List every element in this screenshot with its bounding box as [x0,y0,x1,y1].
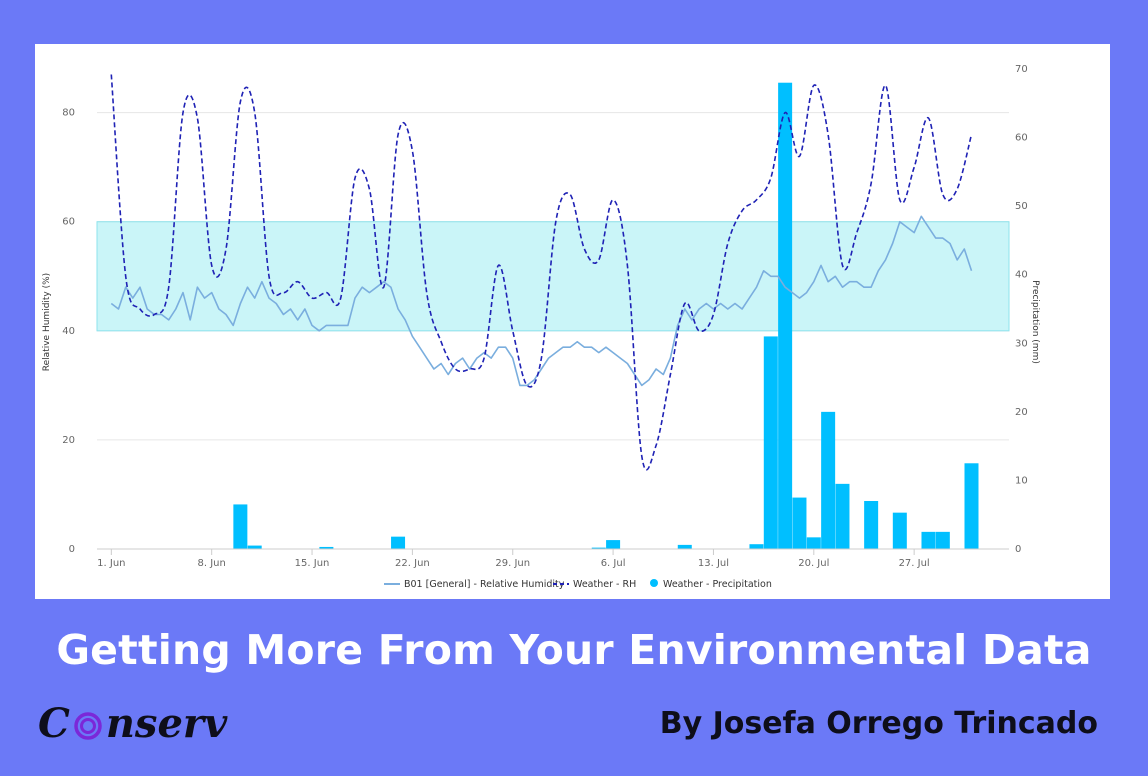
x-tick-label: 20. Jul [798,558,829,569]
y-left-tick-label: 80 [62,108,75,119]
precipitation-bar [792,497,807,549]
precipitation-bar [319,546,334,549]
precipitation-bar [606,540,621,549]
precipitation-bar [964,463,979,549]
y-left-tick-label: 0 [69,544,75,555]
author-byline: By Josefa Orrego Trincado [659,706,1098,741]
x-tick-label: 13. Jul [698,558,729,569]
y-right-tick-label: 30 [1015,338,1028,349]
chart-card: 0 20 40 60 80 0 10 20 30 40 50 60 70 1. Jun 8. Jun 15. … [35,44,1110,599]
legend-precipitation-swatch [650,579,658,587]
precipitation-bar [935,531,950,549]
y-left-tick-label: 40 [62,326,75,337]
headline: Getting More From Your Environmental Dat… [56,626,1092,674]
y-right-tick-label: 40 [1015,270,1028,281]
y-right-tick-label: 70 [1015,64,1028,75]
legend-rh-sensor-label: B01 [General] - Relative Humidity [404,579,565,590]
precipitation-bar [778,82,793,549]
y-left-tick-label: 20 [62,435,75,446]
precipitation-bar [247,545,262,549]
x-tick-label: 15. Jun [295,558,330,569]
conserv-logo: C nserv [38,700,227,747]
y-right-tick-label: 60 [1015,133,1028,144]
weather-rh-line [110,74,973,471]
y-axis-right-label: Precipitation (mm) [1030,280,1040,364]
y-right-tick-label: 50 [1015,201,1028,212]
x-tick-label: 29. Jun [495,558,530,569]
axis-layer: 0 20 40 60 80 0 10 20 30 40 50 60 70 1. Jun 8. Jun 15. … [62,64,1027,569]
precipitation-bar [763,336,778,549]
precipitation-bar [821,411,836,549]
series-lines [110,74,973,471]
y-right-tick-label: 20 [1015,407,1028,418]
x-tick-label: 1. Jun [97,558,125,569]
precipitation-bars [233,82,979,549]
brand-suffix: nserv [105,700,228,747]
precipitation-bar [749,544,764,549]
y-left-tick-label: 60 [62,217,75,228]
precipitation-bar [591,547,606,549]
y-axis-left-label: Relative Humidity (%) [42,273,52,371]
y-right-tick-label: 0 [1015,544,1021,555]
precipitation-bar [806,537,821,549]
precipitation-bar [835,483,850,549]
humidity-precipitation-chart: 0 20 40 60 80 0 10 20 30 40 50 60 70 1. Jun 8. Jun 15. … [42,64,1040,590]
x-tick-label: 6. Jul [601,558,626,569]
precipitation-bar [233,504,248,549]
legend-precipitation-label: Weather - Precipitation [663,579,772,590]
precipitation-bar [921,531,936,549]
brand-ring-icon [74,711,102,740]
precipitation-bar [864,501,879,549]
legend: B01 [General] - Relative Humidity Weathe… [384,579,772,590]
precipitation-bar [677,544,692,549]
y-right-tick-label: 10 [1015,475,1028,486]
brand-prefix: C [38,700,70,747]
x-tick-label: 8. Jun [198,558,226,569]
legend-weather-rh-label: Weather - RH [573,579,636,590]
x-tick-label: 27. Jul [899,558,930,569]
precipitation-bar [892,512,907,549]
x-tick-label: 22. Jun [395,558,430,569]
precipitation-bar [391,536,406,549]
sensor-rh-line [110,215,973,387]
